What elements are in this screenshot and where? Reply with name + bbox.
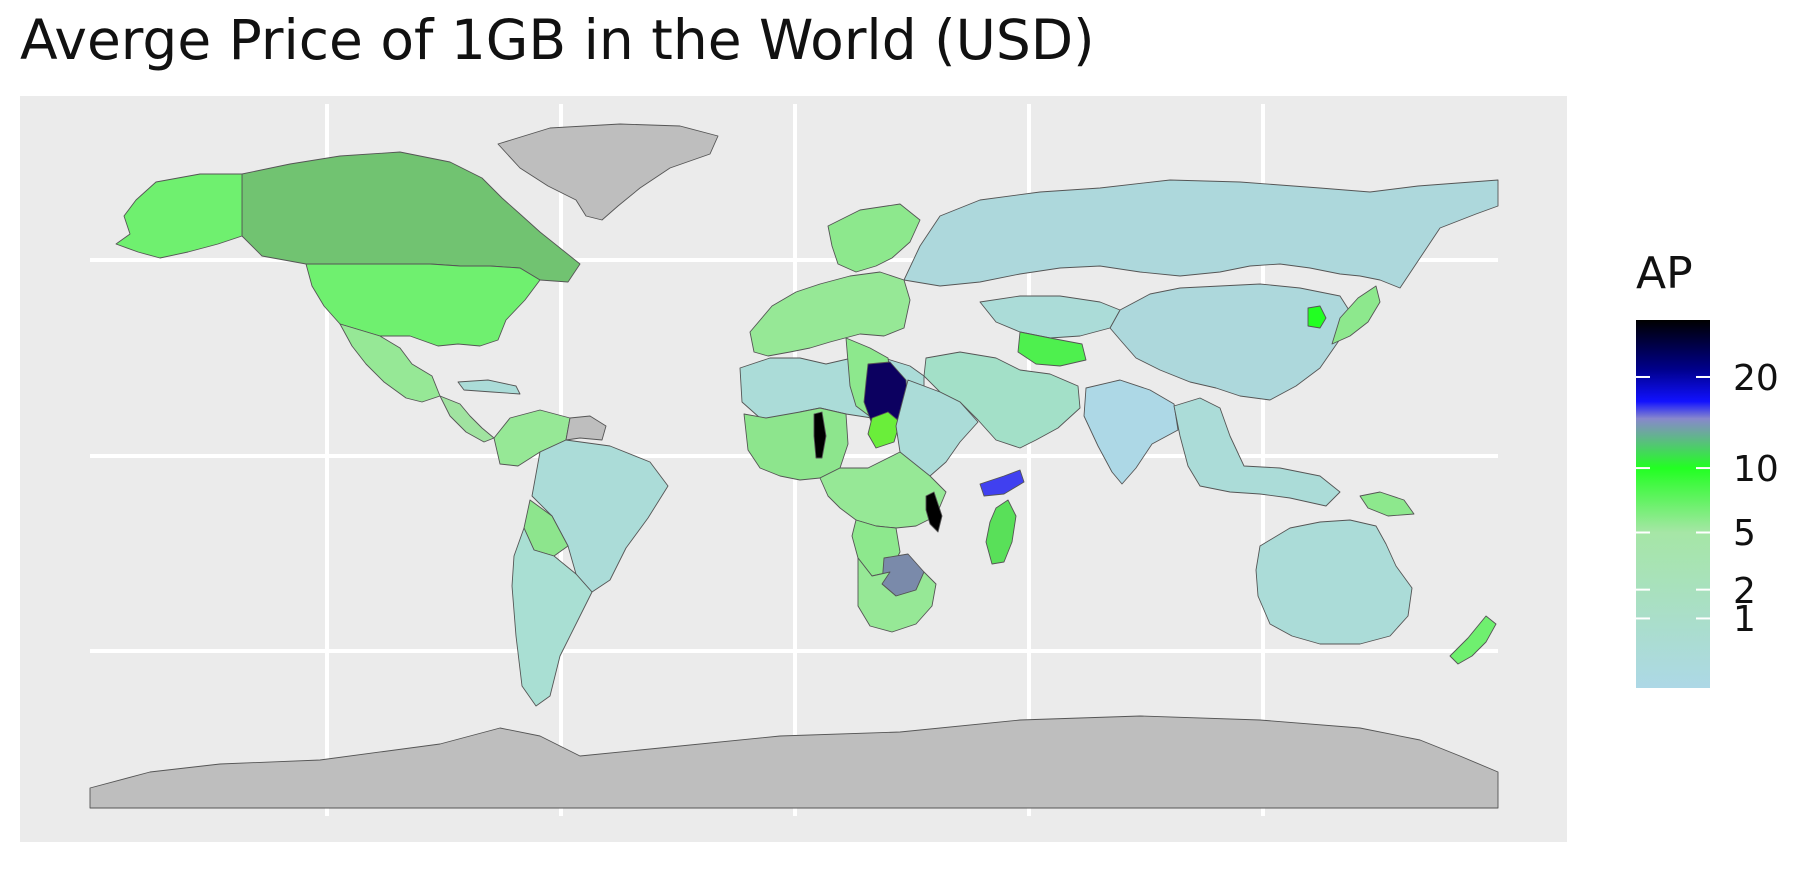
region-australia	[1255, 519, 1413, 645]
region-caribbean	[457, 379, 521, 395]
legend-colorbar	[1636, 320, 1710, 688]
region-southern-africa	[857, 557, 937, 633]
region-papua-new-guinea	[1359, 491, 1415, 517]
region-malawi	[925, 491, 943, 533]
region-benin	[813, 411, 827, 459]
region-central-african-republic	[867, 411, 901, 449]
region-southeast-asia	[1173, 397, 1341, 507]
region-russia	[903, 179, 1499, 289]
colorbar-gradient	[1636, 320, 1710, 688]
region-turkmenistan	[1017, 331, 1087, 367]
region-greenland	[497, 123, 719, 221]
region-guianas	[565, 415, 607, 441]
region-scandinavia	[827, 203, 921, 273]
region-madagascar	[985, 499, 1017, 565]
region-central-africa	[819, 451, 947, 529]
legend-tick-label: 2	[1733, 570, 1756, 612]
chart-title: Averge Price of 1GB in the World (USD)	[20, 8, 1095, 72]
legend-tick-label: 20	[1733, 357, 1779, 399]
region-west-africa	[743, 407, 849, 481]
region-china	[1109, 283, 1355, 401]
legend-tick-label: 1	[1733, 599, 1756, 641]
region-central-america	[439, 395, 495, 443]
region-north-korea	[1307, 305, 1327, 329]
region-argentina-chile	[511, 527, 593, 707]
region-yemen	[979, 469, 1025, 497]
region-japan	[1331, 285, 1381, 345]
legend-tick-label: 10	[1733, 449, 1779, 491]
region-united-states	[305, 263, 541, 347]
world-map	[89, 104, 1499, 816]
legend-tick-label: 5	[1733, 513, 1756, 555]
region-india	[1083, 379, 1179, 485]
countries	[89, 123, 1499, 809]
region-new-zealand	[1449, 615, 1497, 665]
region-europe	[749, 271, 911, 357]
legend-title: AP	[1636, 248, 1693, 299]
map-panel	[20, 96, 1567, 842]
region-horn-of-africa	[895, 379, 979, 477]
region-central-asia	[979, 295, 1121, 339]
region-alaska	[115, 173, 243, 259]
region-antarctica	[89, 715, 1499, 809]
